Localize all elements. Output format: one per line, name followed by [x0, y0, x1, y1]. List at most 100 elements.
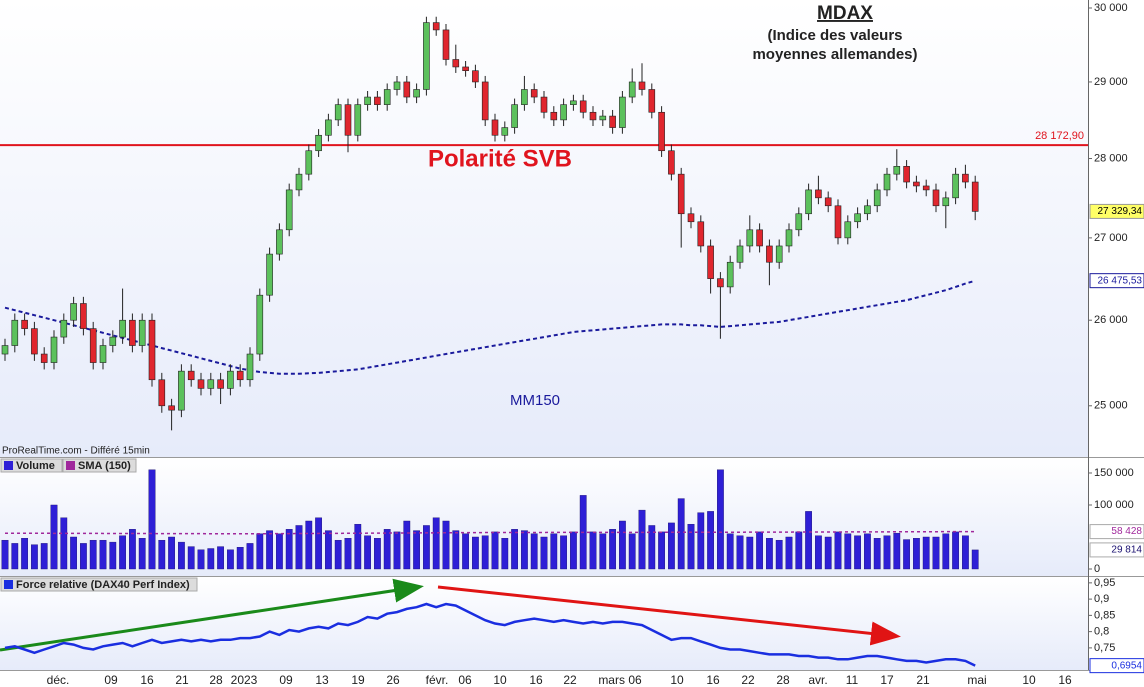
- candle-body: [962, 173, 969, 183]
- candle-body: [1, 345, 9, 355]
- candle-body: [432, 22, 440, 31]
- candle-body: [138, 319, 146, 346]
- candle-body: [746, 229, 754, 247]
- candle-body: [227, 370, 234, 389]
- candle-body: [550, 111, 558, 121]
- legend-box: [0, 458, 63, 473]
- x-tick-label: 28: [209, 673, 223, 687]
- candle-body: [971, 181, 979, 212]
- y-tick-label: 28 000: [1094, 152, 1128, 164]
- candle-body: [403, 81, 411, 98]
- legend-box: [62, 458, 137, 473]
- candle-body: [736, 245, 744, 263]
- candle-body: [60, 319, 68, 338]
- volume-bar: [187, 546, 195, 570]
- x-tick-label: 09: [104, 673, 118, 687]
- volume-bar: [432, 517, 440, 570]
- candle-body: [501, 127, 509, 136]
- candle-body: [589, 111, 597, 121]
- volume-bar: [383, 529, 391, 570]
- volume-bar: [168, 536, 175, 570]
- source: ProRealTime.com - Différé 15min: [2, 446, 150, 457]
- subtitle: (Indice des valeurs: [767, 27, 902, 44]
- candle-body: [129, 319, 136, 346]
- volume-bar: [354, 523, 362, 570]
- volume-bar: [423, 525, 430, 570]
- candle-body: [864, 205, 871, 215]
- candle-body: [854, 213, 861, 223]
- volume-bar: [815, 535, 822, 570]
- candle-body: [952, 173, 959, 199]
- volume-bar: [854, 535, 862, 570]
- volume-bar: [266, 530, 273, 570]
- candle-body: [893, 166, 901, 175]
- sma-label: MM150: [510, 392, 560, 409]
- candle-body: [824, 197, 832, 207]
- volume-bar: [932, 536, 940, 570]
- legend-label: SMA (150): [78, 460, 131, 472]
- volume-bar: [315, 517, 322, 570]
- candle-body: [246, 353, 254, 381]
- y-tick-label: 0,8: [1094, 626, 1109, 638]
- volume-bar: [285, 529, 293, 570]
- x-tick-label: 06: [458, 673, 472, 687]
- candle-body: [511, 104, 518, 128]
- volume-bar: [952, 531, 960, 570]
- y-tick-label: 0: [1094, 563, 1100, 575]
- candle-body: [491, 119, 499, 136]
- y-tick-label: 29 000: [1094, 76, 1128, 88]
- candle-body: [70, 303, 77, 321]
- candle-body: [658, 111, 665, 152]
- x-tick-label: 13: [315, 673, 329, 687]
- x-tick-label: févr.: [426, 673, 449, 687]
- volume-bar: [893, 532, 901, 570]
- volume-bar: [70, 536, 78, 570]
- candle-body: [197, 379, 205, 389]
- x-tick-label: 10: [670, 673, 684, 687]
- candle-body: [922, 185, 930, 191]
- subtitle: moyennes allemandes): [752, 46, 917, 63]
- candle-body: [256, 294, 264, 355]
- x-tick-label: 11: [846, 673, 859, 687]
- legend-swatch: [4, 580, 13, 589]
- volume-bar: [393, 531, 401, 570]
- volume-bar: [128, 529, 136, 570]
- candle-body: [344, 104, 352, 136]
- volume-sma: [4, 530, 976, 535]
- volume-bar: [638, 509, 646, 570]
- volume-bar: [334, 539, 342, 570]
- candle-body: [50, 336, 58, 363]
- candle-body: [452, 59, 460, 68]
- candle-body: [775, 245, 783, 263]
- candle-body: [521, 89, 528, 105]
- trend-arrow: [0, 578, 424, 652]
- candle-body: [285, 189, 293, 231]
- volume-bar: [197, 549, 205, 570]
- volume-bar: [119, 535, 127, 570]
- candle-body: [40, 353, 48, 363]
- candle-body: [119, 319, 126, 338]
- volume-bar: [1, 539, 9, 570]
- y-tick-label: 150 000: [1094, 467, 1134, 479]
- candle-body: [442, 29, 450, 60]
- candle-body: [21, 319, 28, 329]
- candle-body: [462, 66, 469, 71]
- volume-bar: [11, 543, 19, 570]
- candle-body: [687, 213, 695, 223]
- candle-body: [903, 166, 910, 183]
- candle-body: [668, 150, 675, 175]
- candle-body: [99, 345, 107, 363]
- volume-bar: [550, 533, 558, 570]
- legend-swatch: [66, 461, 75, 470]
- volume-bar: [687, 523, 695, 570]
- x-tick-label: 09: [279, 673, 293, 687]
- x-tick-label: 26: [386, 673, 400, 687]
- volume-bar: [883, 535, 891, 570]
- candle-body: [785, 229, 793, 247]
- candle-body: [726, 261, 734, 288]
- x-tick-label: 22: [741, 673, 755, 687]
- candle-body: [89, 328, 97, 363]
- volume-bar: [775, 539, 783, 570]
- volume-bar: [31, 544, 38, 570]
- volume-bar: [756, 531, 764, 570]
